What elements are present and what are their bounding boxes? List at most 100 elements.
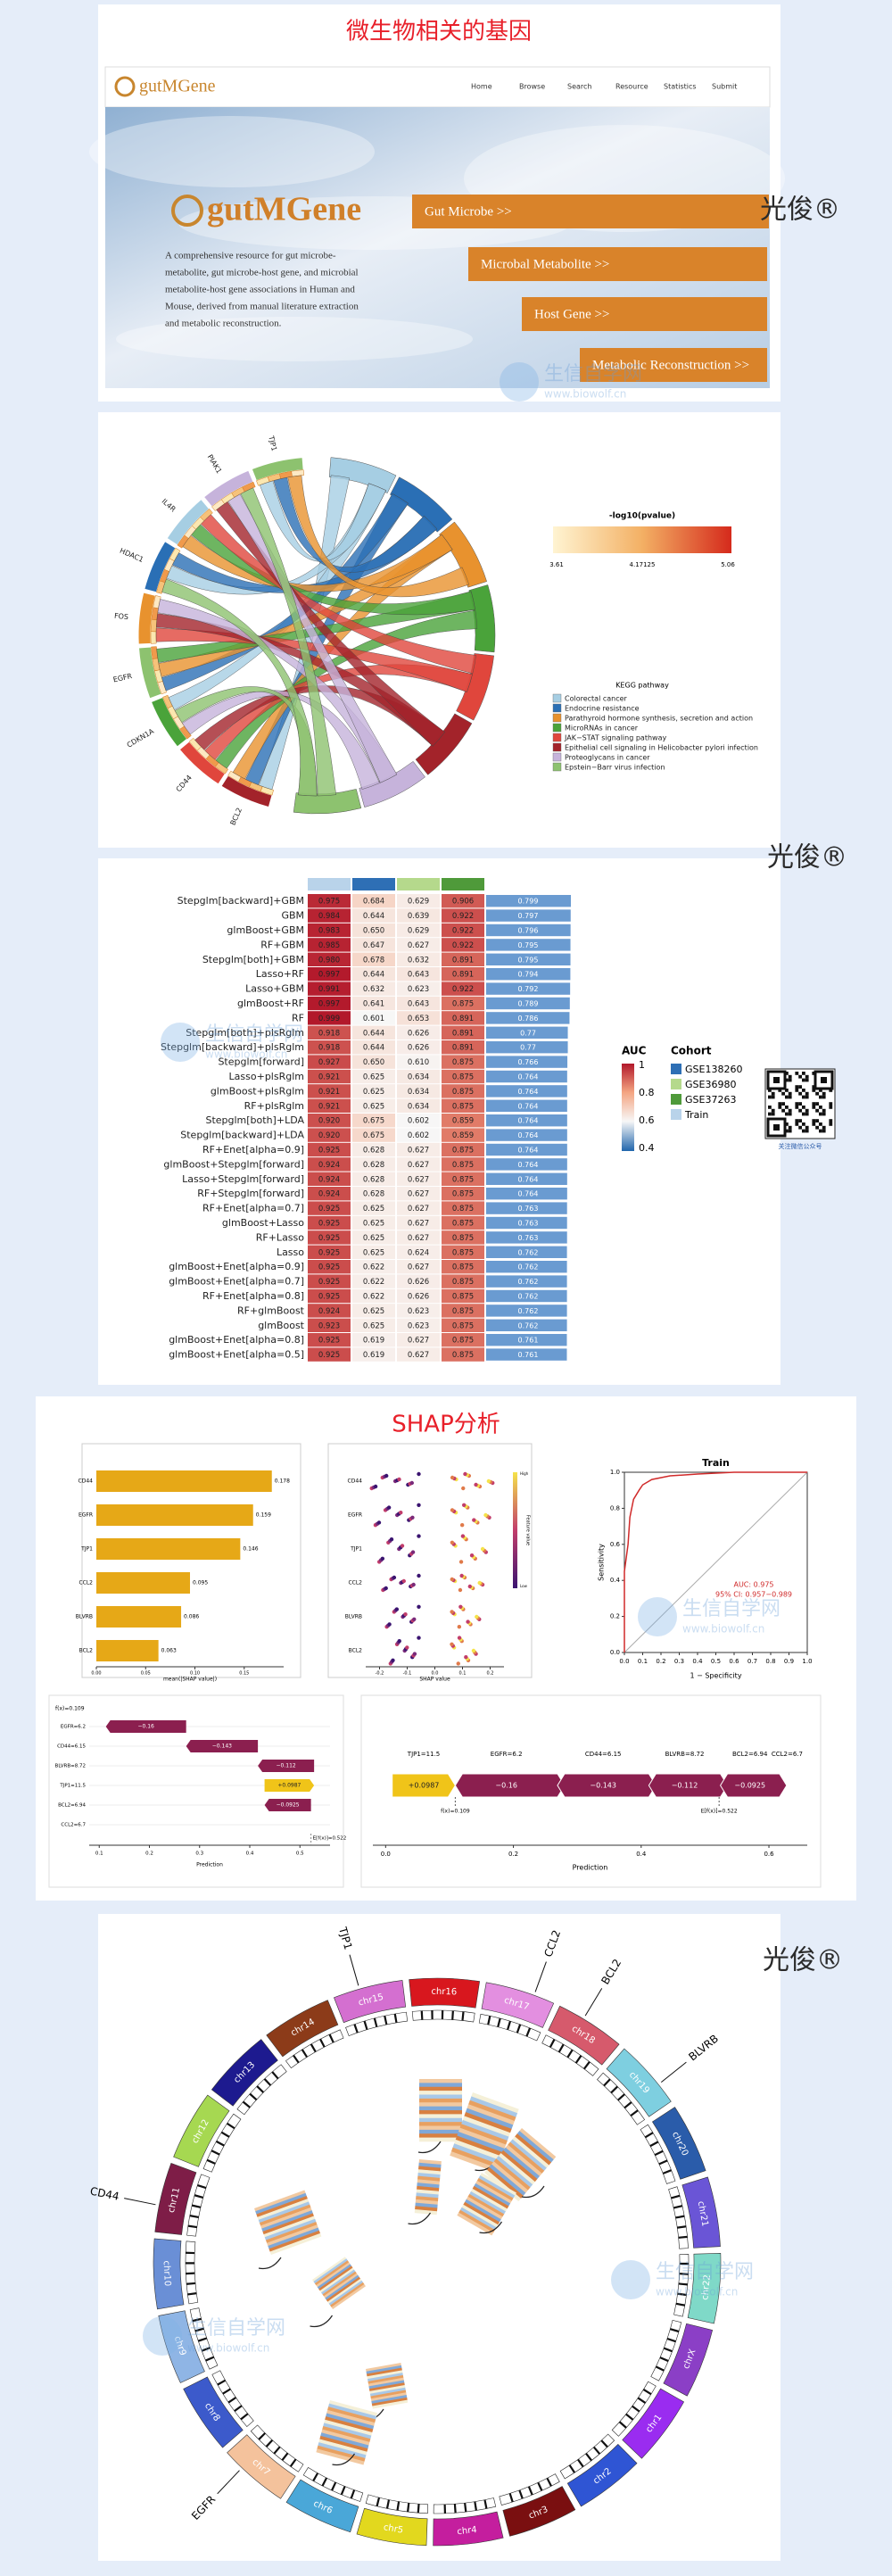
nav-item[interactable]: Home — [471, 83, 492, 91]
track-stripe — [461, 2204, 499, 2228]
x-tick-label: 0.4 — [246, 1851, 254, 1857]
cell-value: 0.925 — [318, 1147, 340, 1155]
track-stripe — [457, 2212, 494, 2236]
heat-cell — [397, 1157, 440, 1172]
track-stripe — [370, 2392, 407, 2402]
track-stripe — [325, 2274, 359, 2300]
swarm-decoration — [450, 1610, 454, 1614]
nav-item[interactable]: Submit — [712, 83, 737, 91]
force-segment — [557, 1773, 657, 1798]
ideogram-band — [507, 2020, 512, 2031]
ideogram-band — [350, 2489, 356, 2499]
force-feature-label: BLVRB=8.72 — [665, 1751, 705, 1758]
ideogram-band — [373, 2017, 378, 2027]
ideogram-band — [537, 2481, 543, 2491]
ideogram-band — [197, 2337, 208, 2342]
qr-module — [768, 1089, 772, 1092]
qr-module — [795, 1106, 799, 1109]
ci-text: 95% CI: 0.957−0.989 — [715, 1591, 792, 1599]
nav-button[interactable] — [412, 195, 769, 228]
chromosome-arc — [433, 2511, 504, 2547]
track-stripe — [496, 2156, 533, 2188]
waterfall-bar — [105, 1720, 186, 1733]
heat-cell — [352, 1347, 395, 1362]
nav-item[interactable]: Statistics — [664, 83, 697, 91]
qr-module — [798, 1085, 802, 1089]
x-tick-label: 0.0 — [432, 1671, 439, 1677]
auc-tick: 0.6 — [639, 1114, 655, 1126]
heat-cell — [308, 1084, 351, 1098]
model-label: Lasso+plsRglm — [229, 1071, 304, 1082]
swarm-decoration — [466, 1619, 470, 1624]
track-stripe — [417, 2166, 442, 2172]
track-stripe — [316, 2262, 351, 2288]
ideogram-band — [663, 2347, 673, 2353]
heat-cell — [442, 1333, 484, 1347]
x-tick-label: 0.2 — [508, 1851, 518, 1858]
heat-cell — [352, 982, 395, 996]
swarm-decoration — [412, 1652, 417, 1656]
swarm-decoration — [480, 1546, 485, 1552]
nav-button[interactable] — [468, 247, 767, 281]
nav-item[interactable]: Resource — [615, 83, 648, 91]
auc-tick: 1 — [639, 1059, 645, 1071]
heat-cell — [397, 1201, 440, 1215]
track-stripe — [327, 2406, 376, 2423]
track-stripe — [259, 2204, 311, 2226]
model-label: glmBoost+Enet[alpha=0.5] — [169, 1349, 304, 1361]
swarm-decoration — [486, 1479, 491, 1484]
mean-value: 0.764 — [518, 1073, 539, 1081]
qr-module — [802, 1122, 805, 1126]
cell-value: 0.625 — [363, 1234, 384, 1243]
heat-cell — [442, 1040, 484, 1055]
track-stripe — [328, 2400, 378, 2417]
swarm-decoration — [461, 1486, 466, 1491]
segment-value: −0.0925 — [734, 1782, 765, 1790]
force-feature-label: TJP1=11.5 — [407, 1751, 440, 1758]
x-tick-label: 1.0 — [802, 1658, 812, 1665]
track-stripe — [419, 2094, 462, 2100]
track-stripe — [368, 2374, 404, 2384]
track-stripe — [368, 2377, 404, 2387]
ideogram-band — [384, 2015, 388, 2025]
cell-value: 0.623 — [408, 1307, 429, 1316]
gene-heat-cell — [150, 618, 158, 633]
mean-bar — [486, 1070, 567, 1083]
qr-module — [771, 1095, 775, 1099]
heat-cell — [308, 1230, 351, 1245]
importance-bar — [96, 1640, 159, 1661]
track-patch — [366, 2363, 409, 2409]
mean-bar — [486, 1041, 568, 1054]
mean-value: 0.764 — [518, 1161, 539, 1169]
heat-cell — [352, 1069, 395, 1084]
swarm-decoration — [463, 1471, 467, 1477]
description-line: and metabolic reconstruction. — [165, 319, 282, 329]
swarm-decoration — [397, 1639, 401, 1644]
ideogram-band — [441, 2010, 444, 2020]
column-header — [308, 878, 351, 890]
nav-button[interactable] — [522, 297, 767, 331]
swarm-decoration — [417, 1573, 421, 1578]
cell-value: 0.875 — [452, 1073, 474, 1082]
cell-value: 0.875 — [452, 1307, 474, 1316]
nav-button[interactable] — [580, 348, 767, 382]
track-stripe — [419, 2129, 462, 2134]
cell-value: 0.875 — [452, 1337, 474, 1346]
nav-item[interactable]: Search — [567, 83, 591, 91]
cell-value: 0.875 — [452, 1088, 474, 1097]
nav-item[interactable]: Browse — [519, 83, 545, 91]
mean-bar — [486, 1158, 567, 1171]
heat-cell — [308, 1128, 351, 1142]
ideogram-band — [187, 2224, 197, 2229]
ideogram-band — [603, 2078, 611, 2087]
legend-swatch — [671, 1094, 681, 1105]
track-link — [417, 2141, 442, 2154]
x-tick-label: -0.1 — [403, 1671, 412, 1677]
swarm-decoration — [392, 1575, 397, 1580]
bar-value: 0.095 — [193, 1580, 208, 1586]
chromosome-arc — [227, 2434, 296, 2499]
cell-value: 0.983 — [318, 927, 340, 936]
track-stripe — [458, 2209, 495, 2233]
mean-value: 0.795 — [518, 941, 539, 949]
swarm-decoration — [397, 1477, 401, 1482]
